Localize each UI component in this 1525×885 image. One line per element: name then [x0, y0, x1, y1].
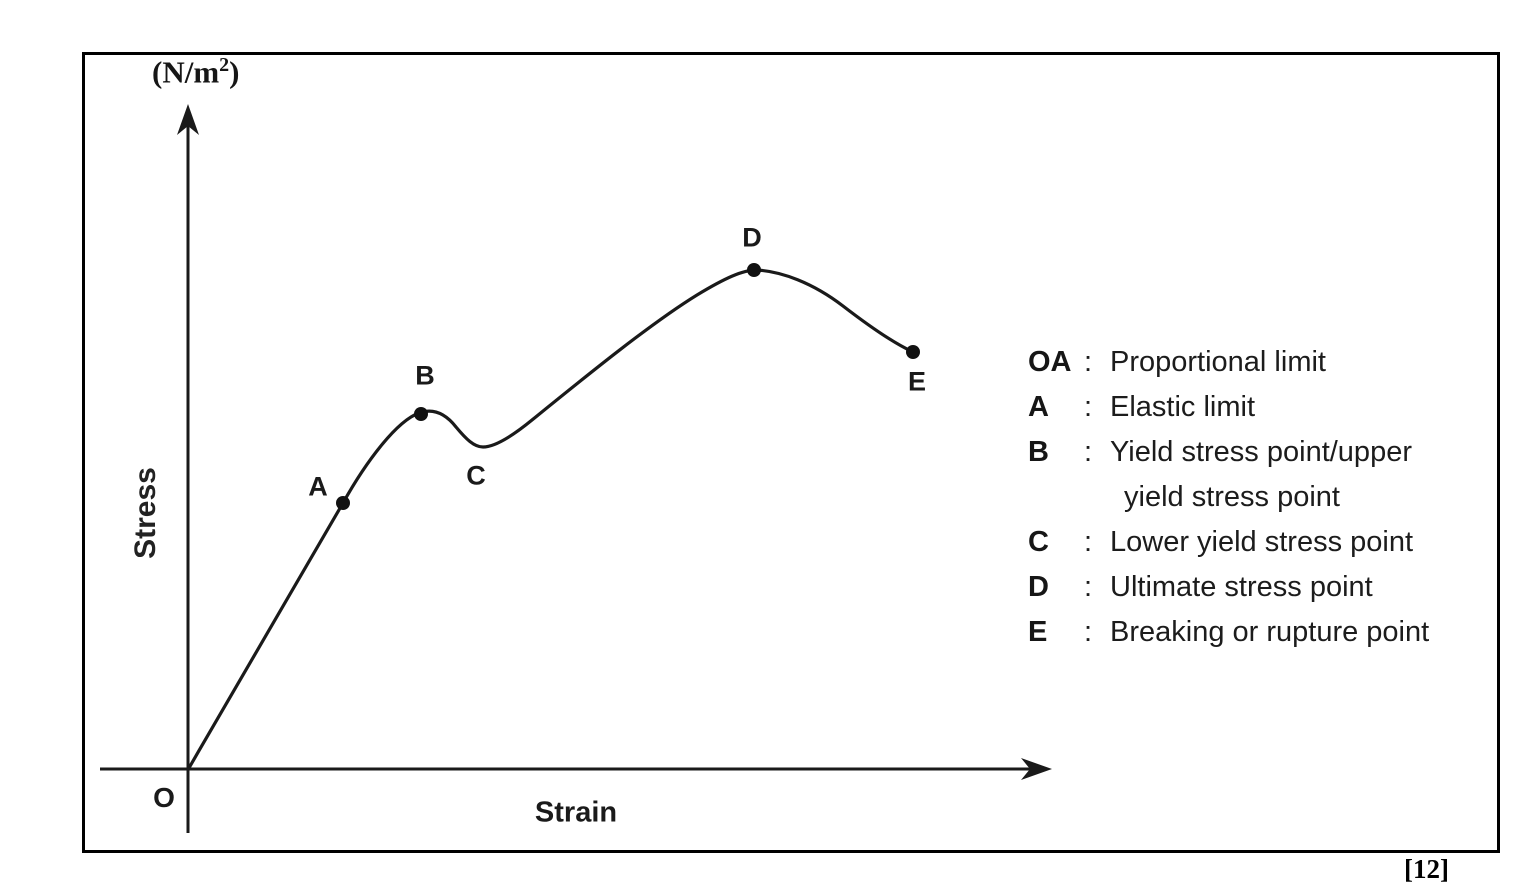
point-label-c: C [466, 460, 486, 491]
legend-row-b: B : Yield stress point/upper [1028, 430, 1429, 475]
point-dot-e [906, 345, 920, 359]
legend-text: Elastic limit [1110, 391, 1256, 423]
citation-reference: [12] [1404, 854, 1449, 884]
y-axis-unit-suffix: ) [229, 54, 240, 90]
origin-label: O [153, 782, 175, 813]
x-axis-title: Strain [534, 796, 618, 829]
page: { "figure": { "y_axis_unit": { "prefix":… [82, 52, 1500, 884]
y-axis-arrowhead-icon [177, 104, 199, 135]
y-axis-unit-exponent: 2 [219, 54, 230, 76]
legend-text: Proportional limit [1110, 346, 1326, 378]
legend-text: yield stress point [1124, 481, 1340, 513]
legend: OA : Proportional limit A : Elastic limi… [1028, 340, 1429, 655]
legend-text: Breaking or rupture point [1110, 616, 1430, 648]
legend-text: Yield stress point/upper [1110, 436, 1412, 468]
legend-separator: : [1084, 346, 1093, 378]
figure-border-box [82, 52, 1500, 853]
legend-row-c: C : Lower yield stress point [1028, 520, 1429, 565]
point-label-d: D [742, 222, 762, 253]
legend-separator: : [1084, 436, 1093, 468]
y-axis-unit-prefix: (N/m [152, 54, 220, 90]
legend-row-b-continued: yield stress point [1028, 475, 1429, 520]
point-dot-a [336, 496, 350, 510]
legend-key: A [1028, 391, 1049, 423]
legend-key: D [1028, 571, 1049, 603]
legend-separator: : [1084, 571, 1093, 603]
point-label-b: B [415, 360, 435, 391]
point-dot-b [414, 407, 428, 421]
legend-text: Ultimate stress point [1110, 571, 1373, 603]
legend-key: B [1028, 436, 1049, 468]
curve-point-dots [336, 263, 920, 510]
legend-row-a: A : Elastic limit [1028, 385, 1429, 430]
legend-row-oa: OA : Proportional limit [1028, 340, 1429, 385]
legend-key: C [1028, 526, 1049, 558]
legend-row-e: E : Breaking or rupture point [1028, 610, 1429, 655]
legend-separator: : [1084, 616, 1093, 648]
point-label-e: E [907, 366, 927, 397]
stress-strain-curve [187, 268, 913, 770]
x-axis-arrowhead-icon [1021, 758, 1052, 780]
legend-key: E [1028, 616, 1048, 648]
legend-key: OA [1028, 346, 1072, 378]
y-axis-unit-label: (N/m2) [152, 54, 239, 90]
legend-text: Lower yield stress point [1110, 526, 1414, 558]
y-axis-title: Stress [129, 467, 162, 559]
legend-row-d: D : Ultimate stress point [1028, 565, 1429, 610]
point-dot-d [747, 263, 761, 277]
point-label-a: A [308, 471, 328, 502]
legend-separator: : [1084, 391, 1093, 423]
legend-separator: : [1084, 526, 1093, 558]
stress-strain-plot [100, 104, 1052, 833]
